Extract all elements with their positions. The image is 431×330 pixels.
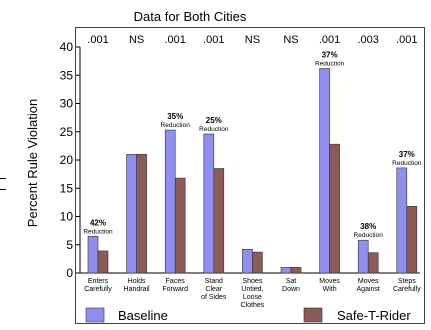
y-tick-label: 20 <box>60 153 74 167</box>
significance-label: .001 <box>396 34 417 46</box>
y-tick-label: 5 <box>66 238 73 252</box>
category-label: Forward <box>162 286 188 293</box>
category-label: Untied, <box>241 286 263 293</box>
category-label: Against <box>357 286 380 293</box>
category-label: Clothes <box>241 302 265 309</box>
bar-baseline <box>87 235 99 274</box>
bar-baseline <box>396 167 408 274</box>
reduction-percent: 38% <box>360 222 376 231</box>
category-label: Carefully <box>393 286 421 293</box>
category-label: Sat <box>286 278 297 285</box>
reduction-percent: 42% <box>90 218 106 227</box>
category-label: Stand <box>205 278 223 285</box>
bar-safe-t-rider <box>174 177 186 274</box>
significance-label: NS <box>245 34 260 46</box>
y-tick-label: 0 <box>66 266 73 280</box>
category-label: Faces <box>166 278 186 285</box>
reduction-percent: 25% <box>206 116 222 125</box>
bar-baseline <box>357 239 369 274</box>
y-tick-label: 25 <box>60 125 74 139</box>
category-label: Enters <box>88 278 109 285</box>
reduction-word: Reduction <box>392 160 422 167</box>
y-tick-label: 30 <box>60 97 74 111</box>
category-label: Moves <box>319 278 340 285</box>
category-label: Clear <box>205 286 222 293</box>
left-edge-marker <box>0 178 6 190</box>
bar-baseline <box>164 129 176 274</box>
significance-label: .001 <box>87 34 108 46</box>
bar-safe-t-rider <box>97 250 109 274</box>
y-tick-label: 35 <box>60 68 74 82</box>
significance-label: .003 <box>357 34 378 46</box>
y-tick-label: 15 <box>60 181 74 195</box>
legend-swatch-baseline <box>85 307 105 323</box>
significance-label: .001 <box>164 34 185 46</box>
category-label: Carefully <box>84 286 112 293</box>
y-axis-label: Percent Rule Violation <box>25 99 40 227</box>
legend-label-safe-t-rider: Safe-T-Rider <box>337 308 411 323</box>
category-label: of Sides <box>201 294 227 301</box>
reduction-percent: 35% <box>167 112 183 121</box>
category-label: Loose <box>243 294 262 301</box>
bar-baseline <box>203 133 215 274</box>
bar-safe-t-rider <box>406 206 418 274</box>
bar-safe-t-rider <box>136 154 147 274</box>
bar-baseline <box>319 68 330 274</box>
category-label: Steps <box>398 278 416 285</box>
category-label: Holds <box>128 278 146 285</box>
bar-safe-t-rider <box>290 267 302 274</box>
category-label: Moves <box>358 278 379 285</box>
significance-label: NS <box>129 34 144 46</box>
bar-safe-t-rider <box>329 143 340 274</box>
reduction-word: Reduction <box>83 228 113 235</box>
significance-label: .001 <box>203 34 224 46</box>
bar-safe-t-rider <box>213 168 225 274</box>
bar-baseline <box>280 267 292 274</box>
reduction-word: Reduction <box>161 122 191 129</box>
reduction-word: Reduction <box>354 232 384 239</box>
bar-baseline <box>242 248 253 274</box>
significance-label: NS <box>283 34 298 46</box>
category-label: With <box>323 286 337 293</box>
bar-safe-t-rider <box>252 251 263 274</box>
bar-baseline <box>126 154 137 274</box>
category-label: Shoes <box>242 278 262 285</box>
legend-swatch-safe-t-rider <box>303 307 323 323</box>
bar-safe-t-rider <box>367 252 379 274</box>
reduction-percent: 37% <box>322 50 338 59</box>
reduction-word: Reduction <box>199 126 229 133</box>
y-tick-label: 40 <box>60 40 74 54</box>
category-label: Down <box>282 286 300 293</box>
reduction-word: Reduction <box>315 60 345 67</box>
y-tick-label: 10 <box>60 210 74 224</box>
legend-label-baseline: Baseline <box>118 308 168 323</box>
significance-label: .001 <box>319 34 340 46</box>
chart-title: Data for Both Cities <box>134 9 247 24</box>
category-label: Handrail <box>124 286 151 293</box>
reduction-percent: 37% <box>399 150 415 159</box>
